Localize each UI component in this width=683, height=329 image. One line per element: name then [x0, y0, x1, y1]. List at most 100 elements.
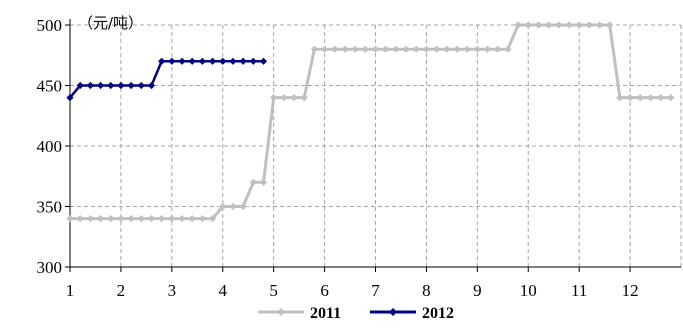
data-point — [331, 45, 339, 53]
data-point — [117, 81, 125, 90]
data-point — [402, 45, 410, 53]
data-point — [504, 45, 512, 53]
data-point — [198, 57, 206, 65]
data-point — [249, 57, 257, 65]
data-point — [290, 94, 298, 102]
data-point — [585, 21, 593, 29]
data-point — [310, 45, 318, 53]
x-tick-label: 8 — [422, 281, 431, 300]
series-2012 — [66, 57, 268, 102]
data-point — [178, 215, 186, 223]
data-point — [127, 215, 135, 223]
data-point — [208, 215, 217, 223]
data-point — [280, 94, 288, 102]
data-point — [208, 57, 217, 65]
y-tick-label: 350 — [37, 198, 63, 217]
data-point — [667, 94, 675, 102]
data-point — [158, 57, 166, 65]
data-point — [249, 178, 257, 186]
data-point — [188, 57, 196, 65]
data-point — [96, 81, 105, 90]
data-point — [107, 81, 115, 90]
data-point — [127, 81, 135, 90]
data-point — [646, 94, 655, 102]
data-point — [595, 21, 604, 29]
data-point — [636, 94, 644, 102]
data-point — [188, 215, 196, 223]
data-point — [137, 81, 145, 90]
data-point — [270, 94, 278, 102]
series-2011 — [66, 21, 675, 223]
data-point — [137, 215, 145, 223]
data-point — [76, 81, 84, 90]
x-tick-label: 1 — [66, 281, 75, 300]
data-point — [259, 57, 268, 65]
x-tick-label: 2 — [117, 281, 126, 300]
x-tick-label: 11 — [571, 281, 587, 300]
y-tick-label: 300 — [37, 258, 63, 277]
data-point — [483, 45, 492, 53]
data-point — [514, 21, 522, 29]
data-point — [453, 45, 461, 53]
x-tick-label: 7 — [371, 281, 380, 300]
data-point — [412, 45, 420, 53]
legend-label: 2012 — [422, 305, 454, 322]
grid-lines — [70, 24, 682, 267]
data-point — [433, 45, 441, 53]
data-point — [86, 215, 94, 223]
unit-label: （元/吨） — [78, 14, 143, 32]
data-point — [351, 45, 359, 53]
data-point — [239, 57, 247, 65]
data-point — [219, 57, 227, 65]
data-point — [107, 215, 115, 223]
data-point — [76, 215, 84, 223]
data-point — [86, 81, 94, 90]
x-tick-label: 5 — [269, 281, 278, 300]
data-point — [147, 81, 156, 90]
data-point — [524, 21, 532, 29]
data-point — [616, 94, 624, 102]
data-point — [382, 45, 390, 53]
y-tick-label: 450 — [37, 77, 63, 96]
y-tick-label: 500 — [37, 16, 63, 35]
data-point — [239, 202, 247, 211]
data-point — [168, 215, 176, 223]
data-point — [361, 45, 369, 53]
data-point — [66, 215, 74, 223]
axes — [65, 19, 681, 272]
data-point — [117, 215, 125, 223]
x-tick-label: 6 — [320, 281, 329, 300]
x-tick-label: 9 — [473, 281, 482, 300]
y-tick-label: 400 — [37, 137, 63, 156]
data-point — [565, 21, 573, 29]
data-point — [606, 21, 614, 29]
x-tick-label: 10 — [520, 281, 537, 300]
legend-swatch-marker — [277, 308, 285, 316]
data-point — [534, 21, 543, 29]
data-point — [443, 45, 451, 53]
data-point — [463, 45, 471, 53]
data-point — [494, 45, 502, 53]
data-point — [229, 57, 237, 65]
data-point — [229, 202, 237, 211]
series-line-2011 — [70, 23, 671, 221]
data-point — [158, 215, 166, 223]
data-point — [259, 178, 268, 186]
x-tick-label: 12 — [622, 281, 639, 300]
data-point — [168, 57, 176, 65]
data-point — [300, 94, 308, 102]
legend: 2011 2012 — [258, 305, 454, 322]
data-point — [219, 202, 227, 211]
legend-item-2012: 2012 — [370, 305, 454, 322]
legend-swatch-marker — [389, 308, 397, 316]
data-point — [473, 45, 481, 53]
data-point — [575, 21, 583, 29]
data-point — [96, 215, 105, 223]
data-point — [392, 45, 400, 53]
data-series — [66, 21, 675, 223]
data-point — [341, 45, 349, 53]
data-point — [626, 94, 634, 102]
data-point — [178, 57, 186, 65]
